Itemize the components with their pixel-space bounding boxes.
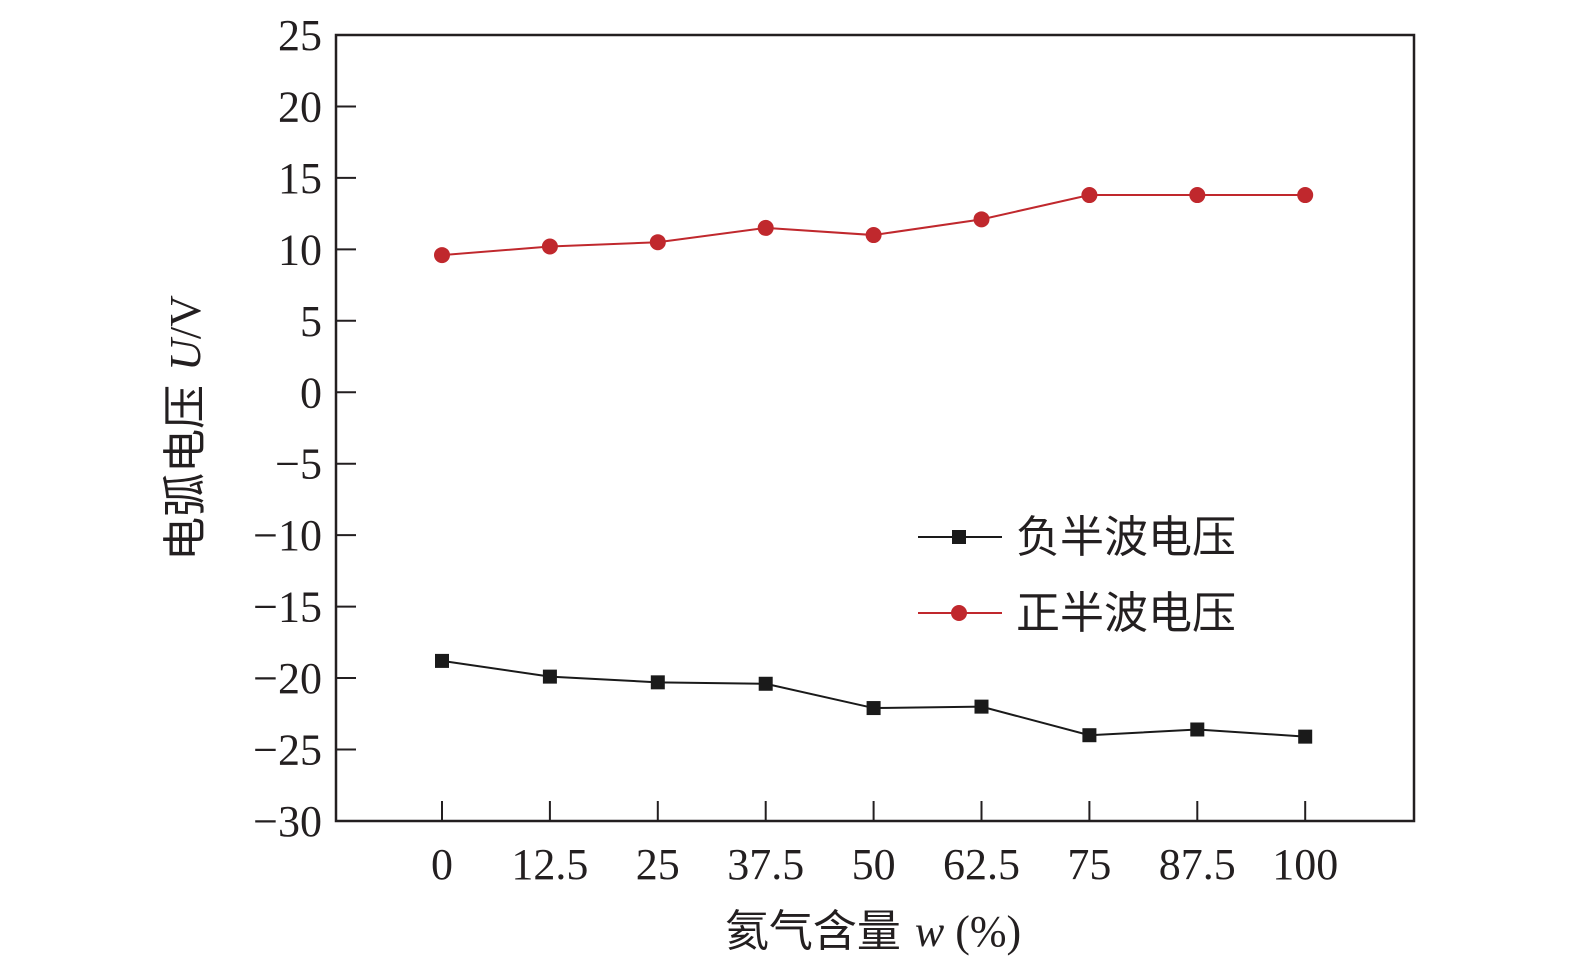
legend-item-negative: 负半波电压 bbox=[918, 512, 1236, 563]
y-tick-label: −5 bbox=[275, 440, 322, 489]
x-tick-label: 75 bbox=[1067, 840, 1111, 889]
data-point-square bbox=[1082, 728, 1097, 743]
x-tick-label: 50 bbox=[852, 840, 896, 889]
x-tick-label: 37.5 bbox=[727, 840, 804, 889]
data-point-square bbox=[758, 676, 773, 691]
data-point-circle bbox=[434, 247, 450, 264]
legend-marker-circle bbox=[951, 605, 967, 621]
y-tick-label: −25 bbox=[253, 726, 322, 775]
series-negative bbox=[435, 653, 1313, 744]
data-point-circle bbox=[649, 234, 666, 251]
series-line bbox=[441, 194, 1306, 257]
y-axis-title-var: U bbox=[161, 336, 210, 371]
y-axis-title: 电弧电压 U/V bbox=[160, 295, 211, 561]
x-axis-title-unit: (%) bbox=[944, 907, 1021, 956]
y-tick-label: −15 bbox=[253, 583, 322, 632]
data-point-circle bbox=[973, 211, 990, 228]
y-tick-label: −20 bbox=[253, 654, 322, 703]
y-tick-label: 15 bbox=[278, 154, 322, 203]
data-point-circle bbox=[541, 238, 558, 255]
x-tick-label: 25 bbox=[636, 840, 680, 889]
data-point-circle bbox=[757, 219, 774, 236]
legend-label-positive: 正半波电压 bbox=[1016, 588, 1236, 639]
y-axis-title-unit: /V bbox=[161, 295, 210, 339]
series-line bbox=[441, 659, 1306, 738]
x-axis-title-var: w bbox=[915, 907, 945, 956]
x-tick-label: 12.5 bbox=[511, 840, 588, 889]
y-tick-label: −10 bbox=[253, 511, 322, 560]
legend: 负半波电压 正半波电压 bbox=[918, 512, 1236, 639]
y-tick-label: 10 bbox=[278, 225, 322, 274]
y-axis: 25 20 15 10 5 0 −5 −10 −15 −20 −25 −30 bbox=[253, 11, 356, 846]
y-tick-label: 5 bbox=[300, 297, 322, 346]
data-point-square bbox=[866, 701, 881, 716]
x-axis: 0 12.5 25 37.5 50 62.5 75 87.5 100 bbox=[431, 801, 1338, 889]
x-tick-label: 87.5 bbox=[1159, 840, 1236, 889]
data-point-square bbox=[1190, 722, 1205, 737]
y-tick-label: −30 bbox=[253, 797, 322, 846]
legend-item-positive: 正半波电压 bbox=[918, 588, 1236, 639]
x-tick-label: 0 bbox=[431, 840, 453, 889]
y-tick-label: 25 bbox=[278, 11, 322, 60]
x-axis-title: 氦气含量 w (%) bbox=[725, 906, 1021, 957]
y-tick-label: 20 bbox=[278, 82, 322, 131]
legend-marker-square bbox=[952, 530, 966, 544]
series-layer bbox=[434, 187, 1314, 744]
data-point-circle bbox=[1189, 187, 1206, 204]
series-positive bbox=[434, 187, 1314, 264]
x-tick-label: 100 bbox=[1272, 840, 1338, 889]
y-tick-label: 0 bbox=[300, 368, 322, 417]
data-point-circle bbox=[1081, 187, 1098, 204]
data-point-circle bbox=[1297, 187, 1314, 204]
legend-label-negative: 负半波电压 bbox=[1016, 512, 1236, 563]
data-point-square bbox=[974, 699, 989, 714]
x-axis-title-main: 氦气含量 bbox=[725, 906, 915, 957]
data-point-square bbox=[650, 675, 665, 690]
data-point-square bbox=[435, 653, 449, 668]
data-point-square bbox=[542, 669, 557, 684]
y-axis-title-main: 电弧电压 bbox=[160, 371, 211, 561]
data-point-circle bbox=[865, 227, 882, 244]
plot-frame bbox=[334, 33, 1416, 823]
data-point-square bbox=[1298, 729, 1313, 744]
x-tick-label: 62.5 bbox=[943, 840, 1020, 889]
